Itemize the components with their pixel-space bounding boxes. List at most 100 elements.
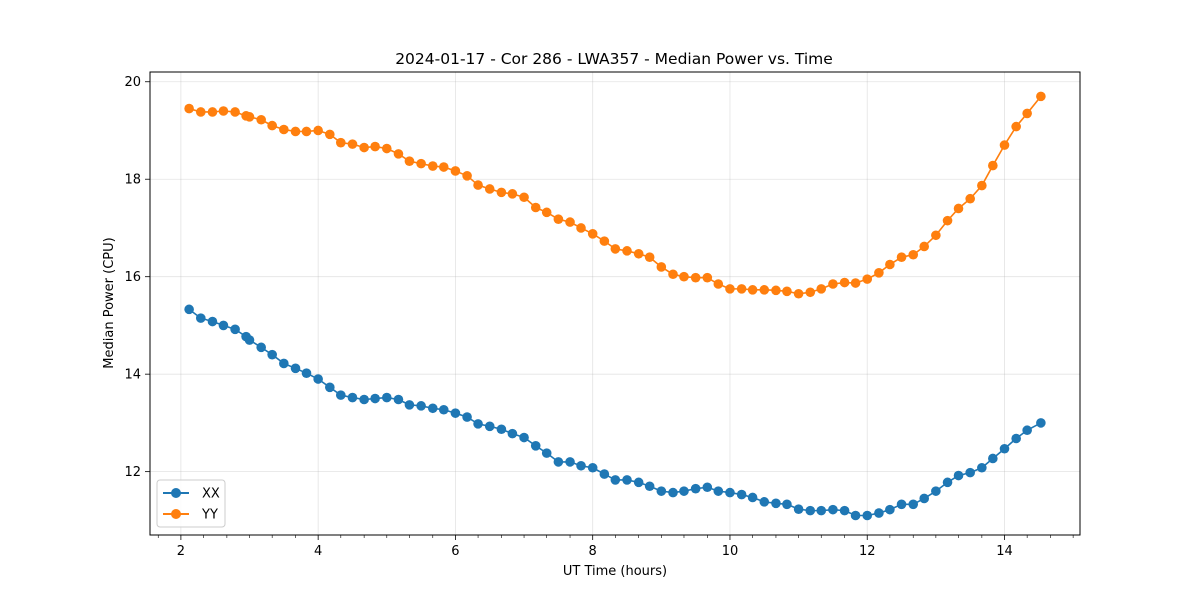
legend: XX YY xyxy=(156,479,226,528)
data-point-yy xyxy=(782,286,792,297)
data-point-xx xyxy=(301,368,312,378)
data-point-xx xyxy=(256,342,266,353)
data-point-yy xyxy=(885,259,895,270)
data-point-xx xyxy=(1011,433,1021,444)
data-point-xx xyxy=(702,482,713,493)
data-point-yy xyxy=(218,106,229,116)
data-point-xx xyxy=(771,498,781,509)
data-point-yy xyxy=(325,129,335,140)
data-point-xx xyxy=(1022,425,1032,436)
data-point-xx xyxy=(267,349,277,360)
data-point-yy xyxy=(473,180,483,190)
legend-label-yy: YY xyxy=(201,508,218,523)
data-point-xx xyxy=(519,432,529,443)
data-point-xx xyxy=(610,475,621,485)
data-point-xx xyxy=(850,510,861,521)
data-point-xx xyxy=(195,313,206,323)
data-point-yy xyxy=(747,285,758,295)
data-point-yy xyxy=(207,107,218,117)
data-point-xx xyxy=(427,403,438,414)
data-point-xx xyxy=(530,441,541,451)
y-axis-label: Median Power (CPU) xyxy=(102,237,117,368)
data-point-yy xyxy=(805,287,816,298)
data-point-yy xyxy=(793,288,804,299)
data-point-yy xyxy=(484,184,495,194)
data-point-xx xyxy=(325,382,335,393)
data-point-yy xyxy=(599,236,610,246)
data-point-xx xyxy=(496,424,507,435)
data-point-xx xyxy=(874,508,884,518)
data-point-yy xyxy=(427,161,438,171)
data-point-xx xyxy=(782,499,792,510)
data-point-xx xyxy=(218,320,229,331)
data-point-yy xyxy=(530,202,541,213)
x-axis-label: UT Time (hours) xyxy=(563,564,667,579)
data-point-xx xyxy=(1036,418,1046,428)
data-point-yy xyxy=(519,192,529,203)
data-point-xx xyxy=(553,457,564,467)
data-point-yy xyxy=(1036,91,1046,102)
data-point-xx xyxy=(759,497,770,507)
data-point-yy xyxy=(393,149,404,159)
y-tick-label: 16 xyxy=(124,270,141,285)
data-point-yy xyxy=(230,107,240,117)
data-point-xx xyxy=(725,487,735,498)
data-point-yy xyxy=(656,262,667,272)
data-point-yy xyxy=(313,125,323,136)
data-point-yy xyxy=(1022,108,1032,119)
data-point-xx xyxy=(438,404,449,415)
data-point-yy xyxy=(702,272,713,283)
data-point-xx xyxy=(713,486,724,496)
data-point-xx xyxy=(450,408,461,418)
data-point-yy xyxy=(690,272,701,283)
series-line-yy xyxy=(188,95,1042,295)
legend-marker-xx xyxy=(171,488,181,498)
legend-marker-yy xyxy=(171,509,181,519)
data-point-yy xyxy=(644,252,655,262)
data-point-yy xyxy=(1011,121,1021,132)
data-point-yy xyxy=(290,126,301,137)
data-point-xx xyxy=(931,486,941,496)
data-point-yy xyxy=(195,107,206,117)
data-point-yy xyxy=(713,279,724,289)
data-point-yy xyxy=(347,139,358,149)
data-point-xx xyxy=(965,467,975,478)
data-point-xx xyxy=(290,363,301,374)
data-point-yy xyxy=(381,143,392,154)
data-point-xx xyxy=(416,401,426,411)
data-point-yy xyxy=(931,230,941,241)
data-point-yy xyxy=(759,285,770,295)
data-point-xx xyxy=(839,505,850,516)
data-point-xx xyxy=(862,510,873,521)
data-point-xx xyxy=(462,412,472,422)
data-point-yy xyxy=(622,246,632,256)
data-point-yy xyxy=(553,214,564,224)
data-point-yy xyxy=(576,223,586,233)
data-point-yy xyxy=(279,124,289,135)
data-point-xx xyxy=(999,443,1010,454)
data-point-yy xyxy=(301,126,312,137)
data-point-xx xyxy=(587,462,598,473)
data-point-xx xyxy=(244,335,255,345)
data-point-xx xyxy=(919,493,929,504)
data-point-xx xyxy=(942,477,953,488)
data-point-yy xyxy=(256,114,266,125)
data-point-xx xyxy=(336,390,346,400)
data-point-xx xyxy=(599,469,610,479)
y-tick-label: 12 xyxy=(124,465,141,480)
data-point-yy xyxy=(507,189,518,199)
data-point-yy xyxy=(953,203,964,214)
data-point-yy xyxy=(450,166,461,176)
x-tick-label: 14 xyxy=(996,544,1013,559)
data-point-yy xyxy=(496,187,507,198)
data-point-xx xyxy=(393,394,404,405)
data-point-xx xyxy=(359,394,369,405)
series-xx xyxy=(184,304,1046,521)
x-tick-label: 8 xyxy=(589,544,597,559)
data-point-xx xyxy=(953,470,964,481)
x-tick-label: 12 xyxy=(859,544,876,559)
data-point-yy xyxy=(587,229,598,239)
data-point-yy xyxy=(438,162,449,172)
legend-label-xx: XX xyxy=(202,487,220,502)
